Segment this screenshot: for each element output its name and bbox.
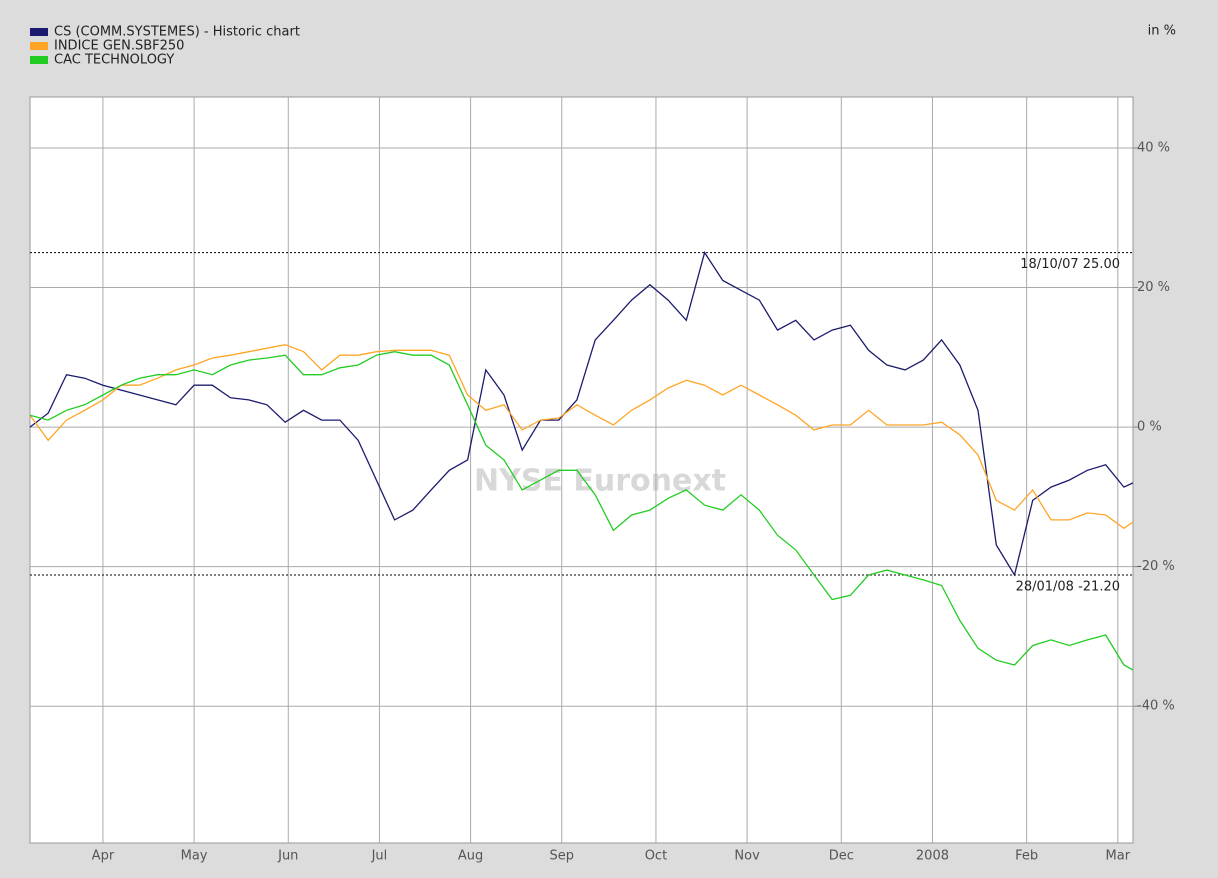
x-tick-label: Nov [734, 849, 760, 864]
legend-label: CAC TECHNOLOGY [54, 53, 174, 68]
x-tick-label: Aug [458, 849, 483, 864]
y-tick-label: -40 % [1137, 699, 1175, 714]
legend-swatch [30, 28, 48, 36]
reference-label: 18/10/07 25.00 [1020, 257, 1120, 272]
reference-label: 28/01/08 -21.20 [1016, 580, 1120, 595]
x-tick-label: Sep [549, 849, 574, 864]
legend-label: INDICE GEN.SBF250 [54, 39, 184, 54]
series-line [29, 344, 1134, 530]
legend-swatch [30, 56, 48, 64]
series-line [29, 251, 1134, 577]
legend-label: CS (COMM.SYSTEMES) - Historic chart [54, 25, 300, 40]
watermark: NYSE Euronext [474, 464, 726, 499]
x-tick-label: May [181, 849, 208, 864]
y-tick-label: 40 % [1137, 140, 1170, 155]
x-tick-label: Jul [371, 849, 388, 864]
series-line [29, 351, 1134, 671]
x-tick-label: Apr [92, 849, 115, 864]
axis-unit-label: in % [1148, 24, 1176, 39]
x-tick-label: Dec [829, 849, 854, 864]
x-tick-label: Mar [1106, 849, 1131, 864]
x-tick-label: Feb [1015, 849, 1038, 864]
legend-swatch [30, 42, 48, 50]
x-tick-label: 2008 [916, 849, 949, 864]
y-tick-label: 0 % [1137, 420, 1162, 435]
plot-area [29, 96, 1134, 844]
y-tick-label: 20 % [1137, 280, 1170, 295]
x-tick-label: Oct [645, 849, 667, 864]
x-tick-label: Jun [277, 849, 298, 864]
y-tick-label: -20 % [1137, 559, 1175, 574]
